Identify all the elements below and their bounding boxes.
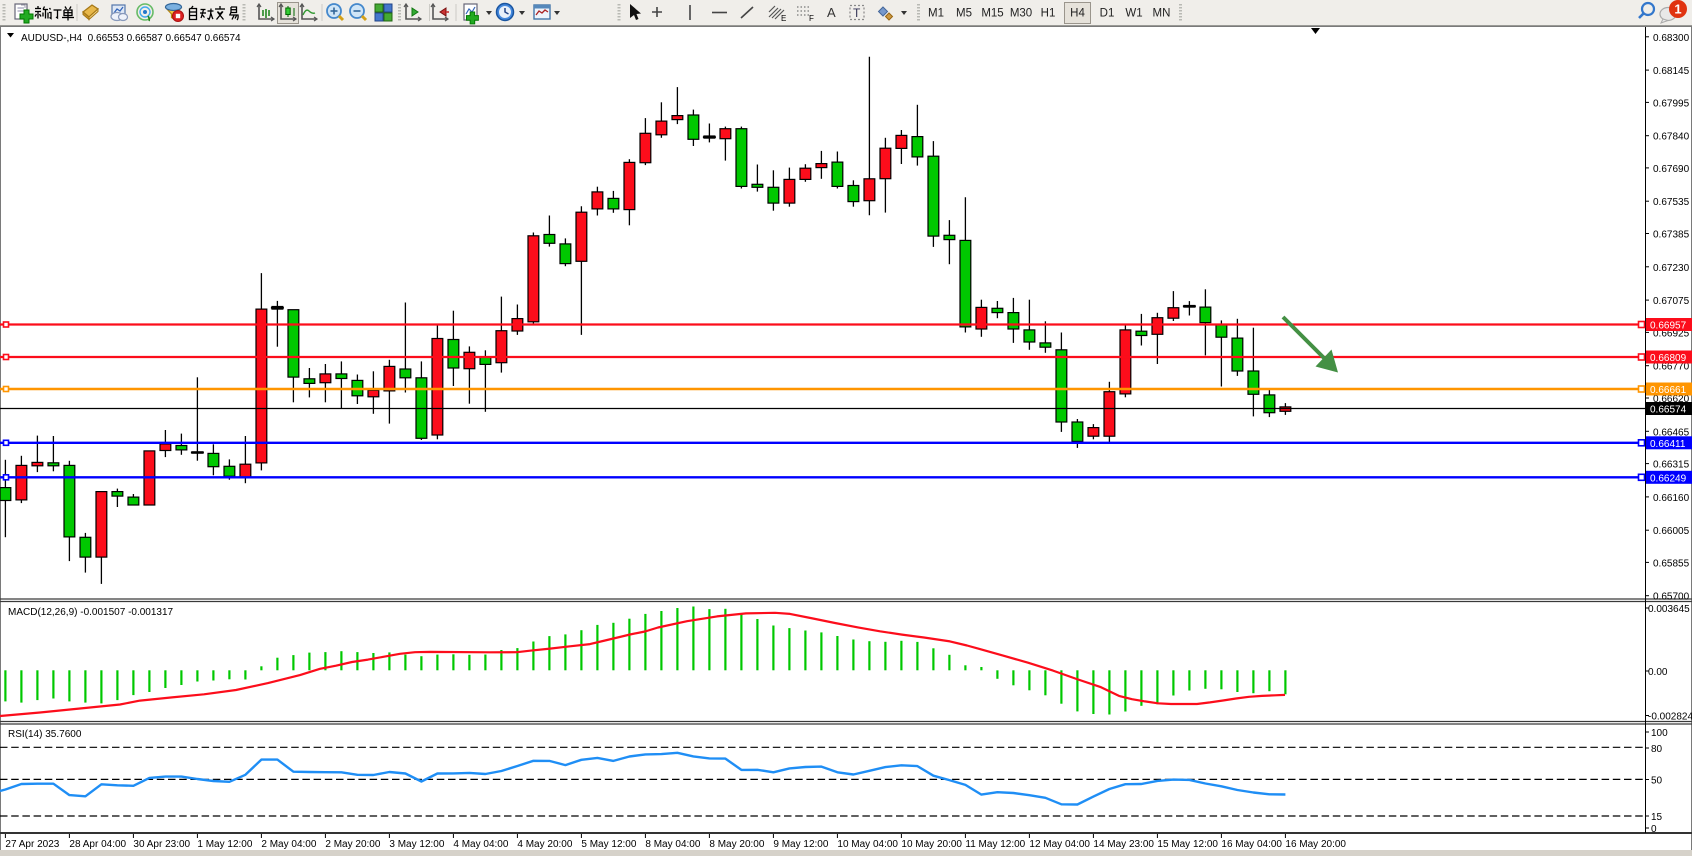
svg-text:0.67075: 0.67075 [1653,296,1690,307]
svg-text:0.67995: 0.67995 [1653,98,1690,109]
svg-text:16 May 04:00: 16 May 04:00 [1221,839,1282,850]
svg-text:A: A [827,5,836,20]
svg-text:0.66249: 0.66249 [1650,473,1687,484]
svg-text:MN: MN [1153,8,1171,20]
svg-text:0.66770: 0.66770 [1653,362,1690,373]
svg-text:0.66465: 0.66465 [1653,427,1690,438]
svg-text:0.66005: 0.66005 [1653,526,1690,537]
svg-text:T: T [853,6,861,20]
svg-text:14 May 23:00: 14 May 23:00 [1093,839,1154,850]
svg-text:30 Apr 23:00: 30 Apr 23:00 [133,839,190,850]
svg-text:12 May 04:00: 12 May 04:00 [1029,839,1090,850]
svg-text:MACD(12,26,9) -0.001507 -0.001: MACD(12,26,9) -0.001507 -0.001317 [8,607,174,618]
svg-text:D1: D1 [1100,8,1115,20]
svg-text:2 May 20:00: 2 May 20:00 [325,839,380,850]
svg-text:3 May 12:00: 3 May 12:00 [389,839,444,850]
svg-text:0.66160: 0.66160 [1653,493,1690,504]
svg-text:0.65700: 0.65700 [1653,592,1690,603]
svg-text:M1: M1 [928,8,944,20]
svg-text:4 May 04:00: 4 May 04:00 [453,839,508,850]
svg-text:15 May 12:00: 15 May 12:00 [1157,839,1218,850]
svg-text:H1: H1 [1041,8,1056,20]
svg-text:50: 50 [1651,776,1663,787]
svg-text:2 May 04:00: 2 May 04:00 [261,839,316,850]
svg-text:0.66315: 0.66315 [1653,460,1690,471]
svg-text:9 May 12:00: 9 May 12:00 [773,839,828,850]
svg-text:0.66661: 0.66661 [1650,385,1687,396]
svg-text:1: 1 [1674,2,1681,17]
svg-text:M15: M15 [981,8,1003,20]
svg-text:0.00: 0.00 [1648,667,1668,678]
svg-text:80: 80 [1651,744,1663,755]
svg-text:F: F [809,14,814,23]
svg-text:0.67230: 0.67230 [1653,263,1690,274]
svg-text:0.003645: 0.003645 [1648,604,1690,615]
svg-text:0.66620: 0.66620 [1653,394,1690,405]
svg-text:8 May 20:00: 8 May 20:00 [709,839,764,850]
svg-text:M30: M30 [1010,8,1032,20]
svg-text:0.66411: 0.66411 [1650,439,1686,450]
svg-text:E: E [781,14,786,23]
svg-text:10 May 04:00: 10 May 04:00 [837,839,898,850]
svg-text:0.67385: 0.67385 [1653,230,1690,241]
svg-text:15: 15 [1651,812,1663,823]
svg-text:0.66957: 0.66957 [1650,321,1687,332]
svg-text:5 May 12:00: 5 May 12:00 [581,839,636,850]
svg-text:1 May 12:00: 1 May 12:00 [197,839,252,850]
svg-text:8 May 04:00: 8 May 04:00 [645,839,700,850]
svg-text:0.67535: 0.67535 [1653,197,1690,208]
svg-text:H4: H4 [1070,8,1085,20]
svg-text:10 May 20:00: 10 May 20:00 [901,839,962,850]
svg-text:-0.002824: -0.002824 [1648,712,1692,723]
svg-text:AUDUSD-,H4 0.66553 0.66587 0.: AUDUSD-,H4 0.66553 0.66587 0.66547 0.665… [21,33,241,44]
svg-text:16 May 20:00: 16 May 20:00 [1285,839,1346,850]
svg-text:M5: M5 [956,8,972,20]
svg-text:100: 100 [1651,728,1668,739]
svg-text:11 May 12:00: 11 May 12:00 [965,839,1025,850]
svg-text:0.68145: 0.68145 [1653,66,1690,77]
svg-text:0.67840: 0.67840 [1653,132,1690,143]
svg-text:27 Apr 2023: 27 Apr 2023 [5,839,59,850]
svg-text:RSI(14) 35.7600: RSI(14) 35.7600 [8,729,82,740]
svg-text:0.68300: 0.68300 [1653,33,1690,44]
svg-text:4 May 20:00: 4 May 20:00 [517,839,572,850]
svg-text:0: 0 [1651,824,1657,835]
svg-text:0.65855: 0.65855 [1653,558,1690,569]
svg-text:0.66925: 0.66925 [1653,328,1690,339]
svg-text:28 Apr 04:00: 28 Apr 04:00 [69,839,126,850]
svg-text:0.66809: 0.66809 [1650,353,1687,364]
svg-text:0.67690: 0.67690 [1653,164,1690,175]
svg-text:0.66574: 0.66574 [1650,405,1687,416]
svg-text:W1: W1 [1125,8,1142,20]
